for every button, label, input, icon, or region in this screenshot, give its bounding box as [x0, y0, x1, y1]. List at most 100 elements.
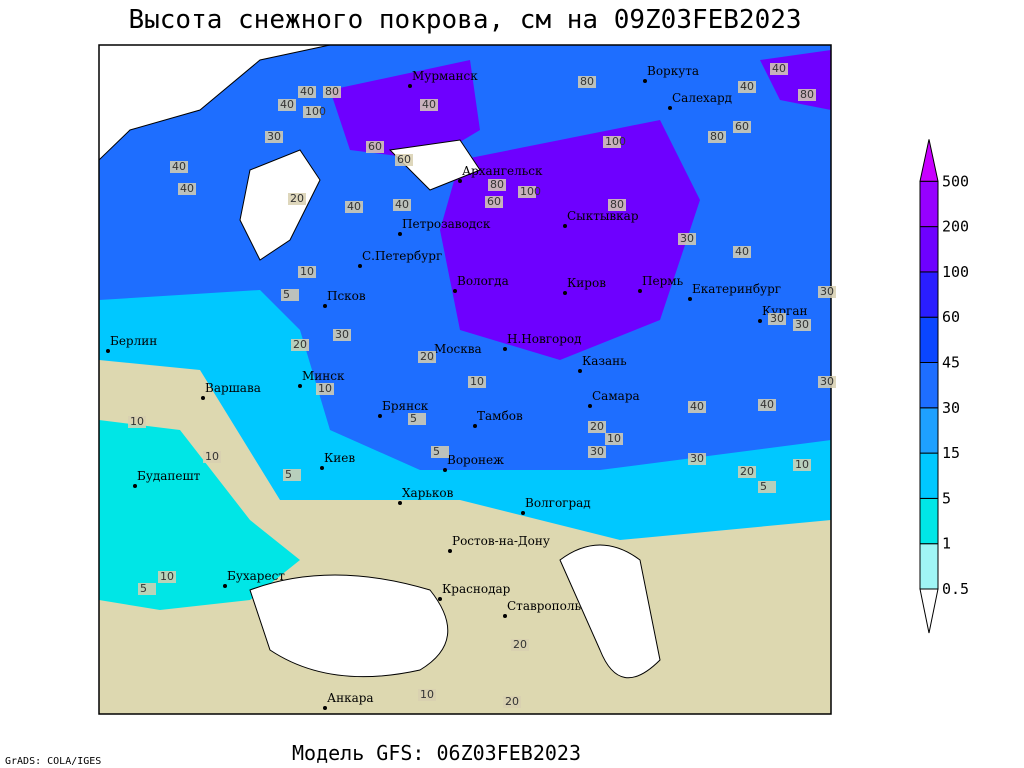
contour-label: 100: [605, 135, 626, 148]
contour-label: 20: [740, 465, 754, 478]
colorbar-label: 30: [942, 399, 960, 417]
contour-label-box: [793, 319, 811, 331]
contour-label: 40: [347, 200, 361, 213]
contour-label: 100: [305, 105, 326, 118]
contour-label: 40: [422, 98, 436, 111]
contour-label-box: [768, 313, 786, 325]
contour-label: 30: [267, 130, 281, 143]
colorbar-box: [919, 362, 939, 409]
city-label: Воркута: [647, 64, 699, 78]
city-label: Ставрополь: [507, 599, 581, 613]
contour-label-box: [265, 131, 283, 143]
contour-label-box: [511, 639, 529, 651]
city-dot: [578, 369, 582, 373]
contour-label: 10: [130, 415, 144, 428]
contour-label-box: [738, 81, 756, 93]
contour-label-box: [298, 86, 316, 98]
contour-label-layer: 40 80 100 40 30 40 40 20 40 60 40 60 40 80 100 60 100 80 8…: [128, 62, 836, 708]
contour-label: 80: [325, 85, 339, 98]
city-label: Харьков: [402, 486, 454, 500]
city-label: Бухарест: [227, 569, 285, 583]
contour-label: 10: [607, 432, 621, 445]
contour-label: 80: [490, 178, 504, 191]
city-label: Ростов-на-Дону: [452, 534, 550, 548]
city-dot: [223, 584, 227, 588]
contour-label-box: [345, 201, 363, 213]
city-dot: [358, 264, 362, 268]
colorbar-label: 200: [942, 218, 969, 236]
city-dot: [398, 501, 402, 505]
contour-label: 5: [283, 288, 290, 301]
contour-label-box: [366, 141, 384, 153]
city-label: Брянск: [382, 399, 429, 413]
contour-label: 60: [487, 195, 501, 208]
city-dot: [398, 232, 402, 236]
contour-label: 5: [410, 412, 417, 425]
contour-label-box: [170, 161, 188, 173]
city-label: Киров: [567, 276, 606, 290]
city-dot: [133, 484, 137, 488]
contour-label: 60: [368, 140, 382, 153]
baltic: [239, 149, 321, 261]
city-label: Архангельск: [462, 164, 543, 178]
contour-label: 10: [300, 265, 314, 278]
city-dot: [443, 468, 447, 472]
city-label: Волгоград: [525, 496, 591, 510]
city-label: Краснодар: [442, 582, 511, 596]
city-dot: [643, 79, 647, 83]
contour-label: 40: [760, 398, 774, 411]
city-label: Казань: [582, 354, 627, 368]
contour-label: 40: [772, 62, 786, 75]
contour-label: 40: [740, 80, 754, 93]
contour-label-box: [393, 199, 411, 211]
contour-label: 40: [280, 98, 294, 111]
model-note: Модель GFS: 06Z03FEB2023: [292, 741, 581, 765]
colorbar-label: 1: [942, 535, 951, 553]
city-label: Вологда: [457, 274, 509, 288]
contour-label: 30: [795, 318, 809, 331]
contour-label: 20: [590, 420, 604, 433]
colorbar-over: [919, 139, 939, 182]
city-label: Сыктывкар: [567, 209, 639, 223]
city-dot: [668, 106, 672, 110]
city-label: Воронеж: [447, 453, 504, 467]
contour-label: 80: [710, 130, 724, 143]
contour-label-box: [468, 376, 486, 388]
city-dot: [408, 84, 412, 88]
contour-label: 30: [590, 445, 604, 458]
contour-label: 20: [420, 350, 434, 363]
map: [98, 44, 832, 715]
contour-label-box: [316, 383, 334, 395]
contour-label: 10: [420, 688, 434, 701]
contour-label-box: [128, 416, 146, 428]
title: Высота снежного покрова, см на 09Z03FEB2…: [128, 5, 801, 35]
city-label: С.Петербург: [362, 249, 442, 263]
contour-label-box: [578, 76, 596, 88]
city-dot: [563, 224, 567, 228]
contour-label-box: [178, 183, 196, 195]
city-dot: [473, 424, 477, 428]
city-dot: [298, 384, 302, 388]
city-dot: [323, 706, 327, 710]
contour-label-box: [733, 246, 751, 258]
contour-label: 20: [505, 695, 519, 708]
city-dot: [320, 466, 324, 470]
contour-label: 30: [820, 285, 834, 298]
colorbar-box: [919, 407, 939, 454]
contour-label-box: [485, 196, 503, 208]
sea: [98, 44, 661, 679]
city-label: Екатеринбург: [692, 282, 781, 296]
contour-label: 40: [395, 198, 409, 211]
contour-label-box: [203, 451, 221, 463]
contour-label: 60: [397, 153, 411, 166]
contour-label: 20: [513, 638, 527, 651]
city-label: Варшава: [205, 381, 261, 395]
city-dot: [521, 511, 525, 515]
city-dot: [638, 289, 642, 293]
contour-label-box: [278, 99, 296, 111]
contour-label-box: [138, 583, 156, 595]
contour-label: 60: [735, 120, 749, 133]
city-dot: [758, 319, 762, 323]
contour-label: 10: [795, 458, 809, 471]
contour-label-box: [333, 329, 351, 341]
